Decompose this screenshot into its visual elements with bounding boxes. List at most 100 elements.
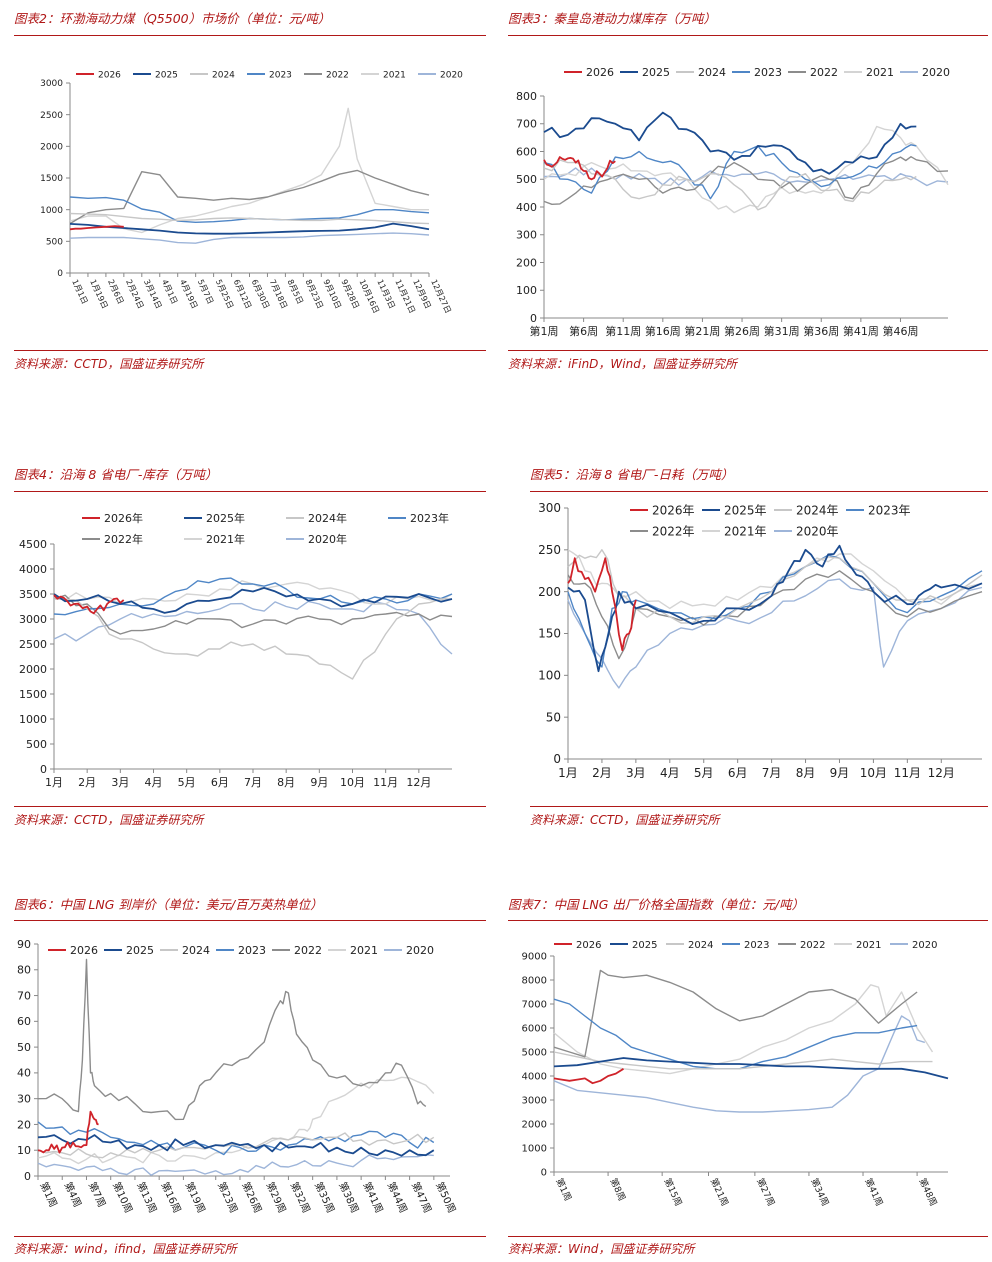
chart-source: 资料来源：CCTD，国盛证券研究所 <box>530 813 720 827</box>
y-tick-label: 10 <box>17 1144 31 1157</box>
x-tick-label: 第31周 <box>764 324 800 338</box>
x-tick-label: 2月 <box>592 766 612 780</box>
x-tick-label: 8月23日 <box>304 278 325 310</box>
legend-label: 2023 <box>754 66 782 79</box>
chart-fig2: 0 500 1000 1500 2000 2500 3000 1月1日1月19日2月6日2月2… <box>40 70 463 314</box>
x-tick-label: 5月25日 <box>214 278 235 310</box>
chart-fig3: 0100200300400500600700800第1周 第6周 第11周 第16周第… <box>516 66 950 338</box>
chart-fig4: 0 500 1000 1500 2000 2500 3000 3500 4000 4500 1月 2月… <box>19 511 453 789</box>
series-line-2024 <box>69 212 430 225</box>
legend-label: 2026 <box>576 940 601 951</box>
x-tick-label: 7月 <box>762 766 782 780</box>
x-tick-label: 第34周 <box>808 1176 831 1208</box>
series-line-2021 <box>69 107 429 234</box>
y-tick-label: 100 <box>538 669 561 683</box>
legend-label: 2020 <box>912 940 937 951</box>
x-tick-label: 第16周 <box>158 1180 184 1215</box>
series-line-2024 <box>553 1051 933 1070</box>
x-tick-label: 第1周 <box>530 324 559 338</box>
series-line-2024年 <box>53 598 453 680</box>
x-tick-label: 第32周 <box>288 1180 314 1215</box>
axes: 0 10 20 30 40 50 60 70 80 90 第1周 第4周 第7周 第10周 第13周 第16周… <box>17 938 459 1215</box>
legend-label: 2021年 <box>206 532 245 546</box>
series-line-2025 <box>69 222 430 235</box>
series-line-2026年 <box>567 557 637 652</box>
y-tick-label: 300 <box>538 501 561 515</box>
x-tick-label: 第50周 <box>433 1180 459 1215</box>
title-rule <box>508 35 988 36</box>
x-tick-label: 2月6日 <box>106 278 125 306</box>
legend: 2026 2025 2024 2023 2022 2021 2020 <box>564 66 950 79</box>
series-group <box>553 969 949 1113</box>
y-tick-label: 200 <box>516 256 537 269</box>
y-tick-label: 600 <box>516 145 537 158</box>
y-tick-label: 90 <box>17 938 31 951</box>
series-group <box>567 544 983 689</box>
x-tick-label: 第44周 <box>385 1180 411 1215</box>
y-tick-label: 30 <box>17 1093 31 1106</box>
x-tick-label: 第41周 <box>360 1180 386 1215</box>
legend-label: 2026 <box>586 66 614 79</box>
legend-label: 2025 <box>632 940 657 951</box>
x-tick-label: 第26周 <box>239 1180 265 1215</box>
chart-source: 资料来源：CCTD，国盛证券研究所 <box>14 357 204 371</box>
source-rule <box>530 806 988 807</box>
legend-label: 2025 <box>642 66 670 79</box>
legend-label: 2024年 <box>796 504 839 518</box>
x-tick-label: 第35周 <box>312 1180 338 1215</box>
series-group <box>69 107 430 244</box>
series-line-2021 <box>543 125 949 214</box>
source-rule <box>14 1236 486 1237</box>
axes: 0 50 100 150 200 250 300 1月 2月 3月 4月 5月 6月 7月 8月 9月 10月 1… <box>538 501 982 780</box>
axes: 0100200300400500600700800第1周 第6周 第11周 第16周第… <box>516 90 948 338</box>
series-line-2024 <box>543 159 917 211</box>
axes: 0 500 1000 1500 2000 2500 3000 3500 4000 4500 1月 2月… <box>19 538 452 789</box>
x-tick-label: 第36周 <box>803 324 839 338</box>
panel-fig3: 图表3：秦皇岛港动力煤库存（万吨） 0 100 200 300 400 500 600 700… <box>508 8 988 378</box>
y-tick-label: 1000 <box>40 206 63 216</box>
y-tick-label: 250 <box>538 543 561 557</box>
title-rule <box>14 491 486 492</box>
x-tick-label: 第11周 <box>605 324 641 338</box>
series-line-2023 <box>543 144 917 200</box>
legend-label: 2023年 <box>868 504 911 518</box>
legend-label: 2024 <box>212 70 235 80</box>
y-tick-label: 2500 <box>19 638 47 651</box>
x-tick-label: 第7周 <box>86 1180 109 1209</box>
x-tick-label: 第26周 <box>724 324 760 338</box>
legend-label: 2024 <box>182 944 210 957</box>
panel-fig7: 图表7：中国 LNG 出厂价格全国指数（单位：元/吨） 0 1000 2000 300… <box>508 894 988 1260</box>
x-tick-label: 第41周 <box>843 324 879 338</box>
series-line-2025 <box>37 1134 435 1157</box>
chart-title: 图表2：环渤海动力煤（Q5500）市场价（单位：元/吨） <box>14 11 331 26</box>
x-tick-label: 第21周 <box>708 1176 731 1208</box>
source-rule <box>14 806 486 807</box>
series-line-2026 <box>543 156 616 181</box>
y-tick-label: 800 <box>516 90 537 103</box>
y-tick-label: 0 <box>57 269 63 279</box>
x-tick-label: 第8周 <box>607 1176 628 1203</box>
legend-label: 2022年 <box>652 525 695 539</box>
x-tick-label: 第38周 <box>336 1180 362 1215</box>
y-tick-label: 100 <box>516 284 537 297</box>
title-rule <box>14 35 486 36</box>
legend-label: 2025年 <box>724 504 767 518</box>
x-tick-label: 10月 <box>860 766 887 780</box>
y-tick-label: 500 <box>26 738 47 751</box>
x-tick-label: 第1周 <box>553 1176 574 1203</box>
x-tick-label: 3月 <box>626 766 646 780</box>
y-tick-label: 3000 <box>40 79 63 89</box>
x-tick-label: 第10周 <box>110 1180 136 1215</box>
legend-label: 2025年 <box>206 511 245 525</box>
chart-source: 资料来源：Wind，国盛证券研究所 <box>508 1242 695 1256</box>
legend-label: 2021 <box>383 70 406 80</box>
x-tick-label: 11月 <box>373 776 398 789</box>
panel-fig4: 图表4：沿海 8 省电厂-库存（万吨） 0 500 1000 1500 2000 2500… <box>14 464 486 832</box>
legend-label: 2026年 <box>652 504 695 518</box>
series-line-2020 <box>553 1015 926 1113</box>
series-line-2022年 <box>567 570 983 660</box>
legend-label: 2023 <box>744 940 769 951</box>
series-line-2025年 <box>567 544 983 673</box>
y-tick-label: 20 <box>17 1118 31 1131</box>
y-tick-label: 150 <box>538 627 561 641</box>
